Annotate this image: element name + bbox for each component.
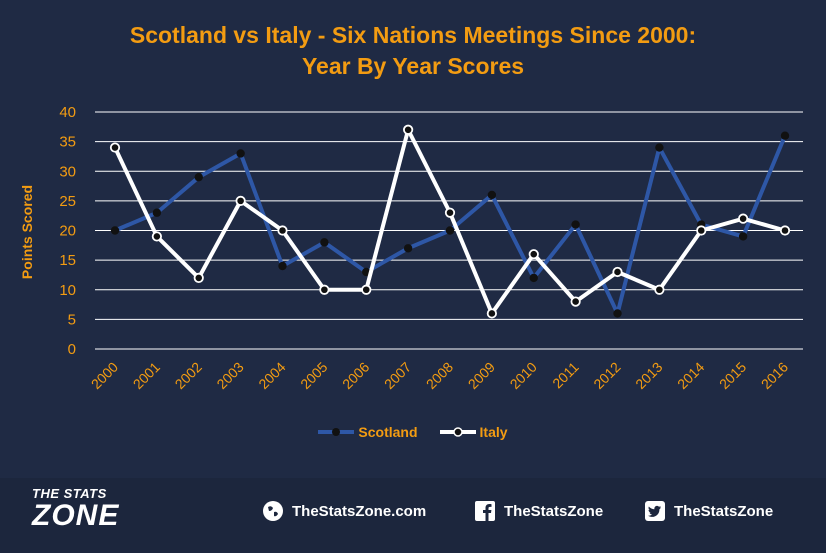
y-tick-label: 35 (59, 134, 76, 151)
logo-line-1: THE STATS (32, 486, 107, 501)
data-point-italy (738, 213, 749, 224)
data-point-italy (486, 308, 497, 319)
x-tick-label: 2004 (255, 359, 288, 392)
data-point-italy (654, 284, 665, 295)
data-point-italy (612, 266, 623, 278)
x-tick-label: 2001 (130, 359, 163, 392)
data-point-italy (361, 284, 372, 295)
x-tick-label: 2012 (590, 359, 623, 392)
line-chart: 0 5 10 15 20 25 30 35 40 2000 2001 2002 2003 2004 2005… (59, 104, 803, 392)
data-point-italy (528, 249, 539, 260)
y-tick-label: 15 (59, 252, 76, 269)
y-tick-label: 30 (59, 163, 76, 180)
x-tick-label: 2014 (674, 359, 707, 392)
x-tick-label: 2003 (213, 359, 246, 392)
data-point-scotland (780, 131, 790, 140)
data-point-scotland (529, 273, 538, 283)
y-tick-label: 0 (68, 341, 76, 358)
data-point-scotland (445, 226, 455, 235)
x-tick-label: 2007 (381, 359, 414, 392)
data-point-scotland (403, 244, 413, 253)
legend-item-scotland: Scotland (318, 424, 418, 440)
data-point-scotland (110, 226, 120, 235)
x-tick-label: 2015 (716, 359, 749, 392)
y-axis-label: Points Scored (19, 184, 35, 280)
data-point-italy (779, 225, 791, 236)
data-point-scotland (487, 190, 497, 200)
x-tick-label: 2011 (549, 359, 582, 392)
legend-swatch-scotland (318, 428, 355, 436)
y-tick-label: 10 (59, 282, 76, 299)
twitter-text: TheStatsZone (674, 502, 774, 520)
footer: THE STATS ZONE TheStatsZone.com TheStats… (0, 478, 826, 553)
title-line-2: Year By Year Scores (301, 53, 525, 79)
chart-title: Scotland vs Italy - Six Nations Meetings… (0, 20, 826, 82)
x-tick-label: 2013 (632, 359, 665, 392)
data-point-scotland (236, 149, 245, 158)
data-point-scotland (655, 143, 664, 152)
data-point-italy (403, 124, 414, 135)
globe-icon (263, 501, 283, 521)
data-point-italy (696, 225, 707, 236)
y-tick-label: 40 (59, 104, 76, 121)
x-tick-label: 2005 (297, 359, 330, 392)
data-point-italy (319, 284, 330, 295)
series-line-scotland (114, 134, 787, 316)
legend-swatch-italy (439, 427, 476, 437)
x-tick-label: 2000 (88, 359, 121, 392)
data-point-scotland (194, 172, 203, 182)
twitter-link[interactable]: TheStatsZone (644, 500, 773, 522)
title-line-1: Scotland vs Italy - Six Nations Meetings… (129, 22, 697, 48)
y-tick-label: 20 (59, 223, 76, 240)
x-tick-label: 2009 (465, 359, 498, 392)
legend-item-italy: Italy (439, 424, 508, 440)
data-point-italy (235, 195, 246, 206)
data-point-italy (193, 272, 204, 283)
x-tick-label: 2006 (339, 359, 372, 392)
twitter-icon (645, 501, 665, 521)
x-tick-label: 2016 (758, 359, 791, 392)
data-point-italy (444, 207, 456, 218)
legend-label-italy: Italy (479, 424, 508, 440)
data-point-scotland (738, 232, 748, 241)
x-tick-label: 2008 (423, 359, 456, 392)
y-tick-label: 5 (68, 311, 76, 328)
series-line-italy (113, 127, 786, 316)
facebook-icon (475, 501, 495, 521)
facebook-text: TheStatsZone (504, 502, 604, 520)
x-tick-label: 2010 (507, 359, 540, 392)
logo-line-2: ZONE (32, 499, 120, 532)
data-point-scotland (571, 220, 580, 229)
data-point-scotland (152, 208, 162, 217)
data-point-italy (151, 231, 162, 242)
legend-label-scotland: Scotland (358, 424, 418, 440)
data-point-scotland (320, 238, 329, 247)
legend: Scotland Italy (0, 424, 826, 440)
data-point-scotland (613, 309, 622, 318)
data-point-italy (109, 142, 121, 153)
facebook-link[interactable]: TheStatsZone (474, 500, 603, 522)
data-point-scotland (278, 261, 287, 271)
data-point-italy (570, 296, 581, 307)
website-link[interactable]: TheStatsZone.com (262, 500, 426, 522)
y-tick-label: 25 (59, 193, 76, 210)
x-tick-label: 2002 (172, 359, 205, 392)
stats-zone-logo: THE STATS ZONE (32, 486, 119, 531)
data-point-italy (277, 225, 288, 236)
website-text: TheStatsZone.com (292, 502, 427, 520)
